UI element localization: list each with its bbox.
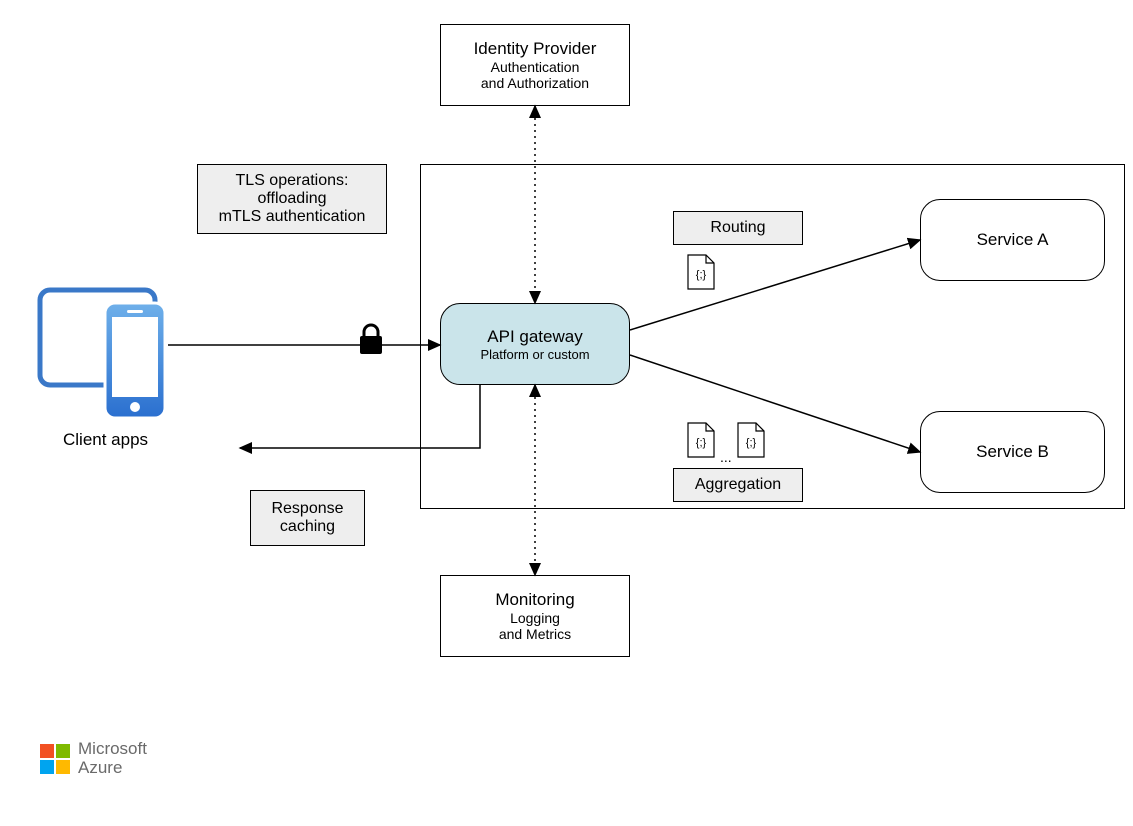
api-gateway-box: API gateway Platform or custom xyxy=(440,303,630,385)
svg-text:{;}: {;} xyxy=(696,269,707,281)
azure-logo: Microsoft Azure xyxy=(40,740,147,777)
tls-line1: TLS operations: xyxy=(236,172,349,190)
client-apps-icon xyxy=(30,275,210,435)
aggregation-dots: ... xyxy=(720,449,732,465)
monitoring-title: Monitoring xyxy=(495,590,574,610)
identity-title: Identity Provider xyxy=(474,39,597,59)
tls-line2: offloading xyxy=(257,190,326,208)
identity-sub1: Authentication xyxy=(491,59,580,75)
svg-text:{;}: {;} xyxy=(696,437,707,449)
aggregation-label-box: Aggregation xyxy=(673,468,803,502)
microsoft-logo-icon xyxy=(40,744,70,774)
client-apps-label: Client apps xyxy=(63,430,148,450)
aggregation-text: Aggregation xyxy=(695,476,781,494)
response-label-box: Response caching xyxy=(250,490,365,546)
response-line2: caching xyxy=(280,518,335,536)
gateway-sub: Platform or custom xyxy=(480,347,589,362)
gateway-title: API gateway xyxy=(487,327,582,347)
identity-provider-box: Identity Provider Authentication and Aut… xyxy=(440,24,630,106)
identity-sub2: and Authorization xyxy=(481,75,589,91)
aggregation-doc2-icon: {;} xyxy=(736,421,766,459)
service-a-title: Service A xyxy=(977,230,1049,250)
monitoring-box: Monitoring Logging and Metrics xyxy=(440,575,630,657)
logo-text: Microsoft Azure xyxy=(78,740,147,777)
service-a-box: Service A xyxy=(920,199,1105,281)
lock-icon xyxy=(356,322,386,356)
tls-line3: mTLS authentication xyxy=(219,208,366,226)
response-line1: Response xyxy=(271,500,343,518)
service-b-box: Service B xyxy=(920,411,1105,493)
aggregation-doc1-icon: {;} xyxy=(686,421,716,459)
monitoring-sub2: and Metrics xyxy=(499,626,571,642)
svg-text:{;}: {;} xyxy=(746,437,757,449)
logo-text1: Microsoft xyxy=(78,740,147,759)
routing-doc-icon: {;} xyxy=(686,253,716,291)
routing-text: Routing xyxy=(710,219,765,237)
logo-text2: Azure xyxy=(78,759,147,778)
service-b-title: Service B xyxy=(976,442,1049,462)
monitoring-sub1: Logging xyxy=(510,610,560,626)
routing-label-box: Routing xyxy=(673,211,803,245)
tls-label-box: TLS operations: offloading mTLS authenti… xyxy=(197,164,387,234)
